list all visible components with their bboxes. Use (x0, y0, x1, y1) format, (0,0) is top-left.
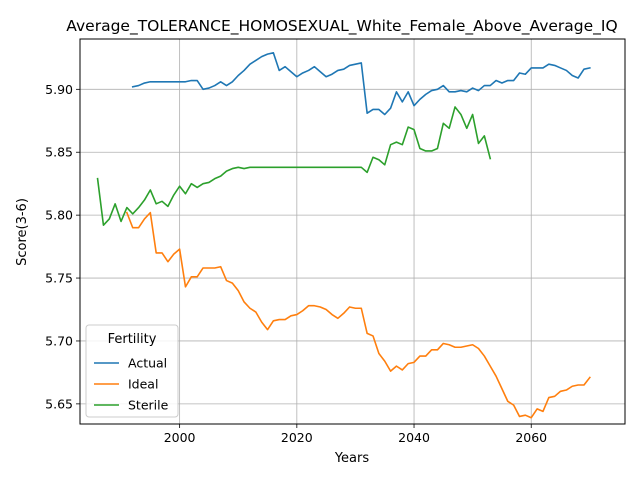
series-line-sterile (96, 106, 492, 227)
x-axis-label: Years (334, 451, 370, 466)
x-tick-label: 2060 (515, 430, 547, 445)
grid (80, 39, 625, 424)
chart-title: Average_TOLERANCE_HOMOSEXUAL_White_Femal… (66, 17, 617, 36)
y-tick-label: 5.80 (45, 208, 73, 223)
x-tick-label: 2020 (281, 430, 313, 445)
x-tick-label: 2000 (164, 430, 196, 445)
y-tick-label: 5.70 (45, 333, 73, 348)
axis-ticks: 2000 2020 2040 2060 5.65 5.70 5.75 5.80 5.85 5.90 (45, 82, 547, 445)
y-tick-label: 5.90 (45, 82, 73, 97)
legend-label-ideal: Ideal (128, 377, 158, 392)
x-tick-label: 2040 (398, 430, 430, 445)
series-line-actual (131, 52, 591, 116)
y-tick-label: 5.85 (45, 145, 73, 160)
legend-box (85, 324, 179, 418)
legend-label-actual: Actual (128, 356, 167, 371)
y-tick-label: 5.65 (45, 396, 73, 411)
legend-label-sterile: Sterile (128, 398, 169, 413)
plot-area-frame (79, 38, 626, 425)
legend-title: Fertility (108, 332, 157, 347)
legend: Fertility Actual Ideal Sterile (85, 324, 179, 418)
series-lines (96, 52, 591, 419)
series-line-ideal (125, 211, 591, 419)
y-tick-label: 5.75 (45, 271, 73, 286)
y-axis-label: Score(3-6) (15, 198, 30, 266)
